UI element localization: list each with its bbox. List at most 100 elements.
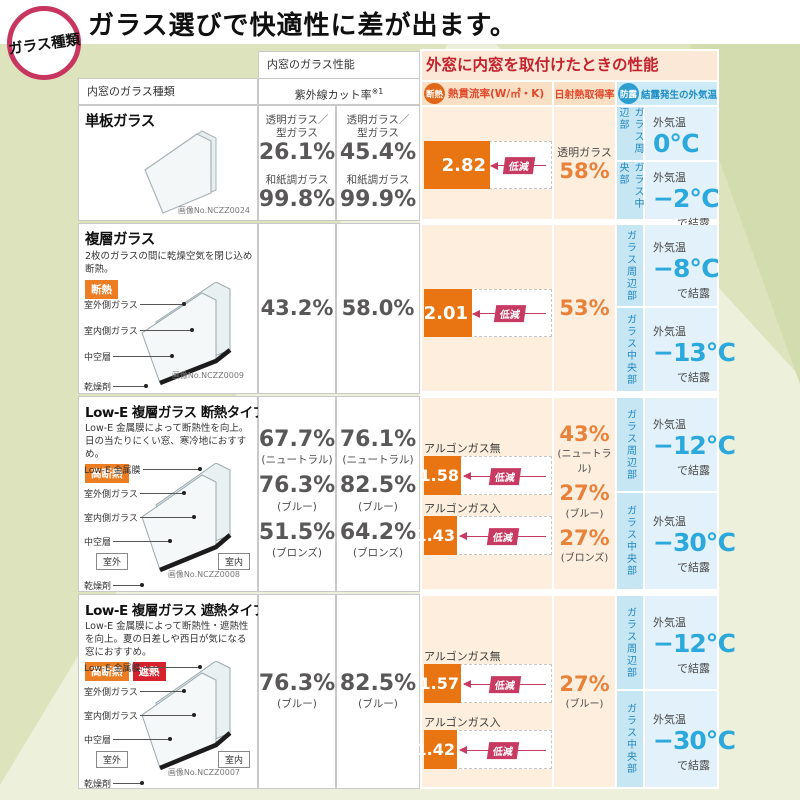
header-uv-cut: 紫外線カット率※1 (258, 78, 420, 105)
row3-glass-diagram: Low-E 金属膜 室外側ガラス 室内側ガラス 中空層 室外 室内 乾燥剤 画像… (84, 461, 254, 592)
uv-item: 67.7% (ニュートラル) (258, 427, 336, 467)
double-pane-illustration (141, 282, 232, 386)
u-value-bar-group: 2.01 低減 (424, 289, 552, 337)
leader-line (139, 713, 197, 717)
diagram-label: 室内側ガラス (84, 324, 195, 337)
solar-item: 27% (ブルー) (559, 671, 610, 711)
row4-center-temp: 外気温 −30℃ で結露 (645, 691, 736, 787)
u-value-reference-box: 2.01 低減 (424, 289, 552, 337)
u-value-bar: 1.43 (416, 516, 457, 555)
arrowhead-icon (463, 680, 471, 688)
row2-periphery-label: ガラス周辺部 (617, 225, 643, 306)
row3-u-cell: アルゴンガス無 1.58 低減 アルゴンガス入 1.43 低減 (416, 398, 552, 589)
leader-line (142, 665, 203, 669)
leader-line (113, 539, 172, 543)
leader-line (139, 302, 187, 306)
solar-item: 43% (ニュートラル) (557, 422, 612, 476)
reduce-badge: 低減 (488, 675, 522, 693)
row1-uv-col2: 透明ガラス／ 型ガラス 45.4% 和紙調ガラス 99.9% (336, 105, 420, 221)
row4-solar-cell: 27% (ブルー) (554, 596, 615, 787)
solar-item: 27% (ブロンズ) (559, 525, 610, 564)
row3-badges: 高断熱 (85, 464, 253, 484)
row1-periphery-temp: 外気温 0℃ で結露 (645, 107, 717, 175)
reduction-arrow: 低減 (472, 305, 546, 323)
diagram-label: 室内側ガラス (84, 709, 197, 722)
diagram-label: 室外側ガラス (84, 487, 187, 500)
row3-uv-col2: 76.1% (ニュートラル) 82.5% (ブルー) 64.2% (ブロンズ) (336, 396, 420, 592)
row3-periphery-temp: 外気温 −12℃ で結露 (645, 398, 736, 491)
solar-item: 透明ガラス 58% (557, 145, 612, 183)
arrowhead-icon (472, 309, 480, 318)
reduce-badge: 低減 (493, 305, 526, 323)
header-solar-gain: 日射熱取得率 (554, 82, 615, 105)
row1-glass-name: 単板ガラス (85, 114, 155, 130)
solar-gain-label: 日射熱取得率 (554, 90, 615, 101)
row3-uv-col1: 67.7% (ニュートラル) 76.3% (ブルー) 51.5% (ブロンズ) (258, 396, 336, 592)
reduction-arrow: 低減 (490, 157, 546, 175)
u-value-bar-group: 2.82 低減 (424, 141, 552, 189)
row2-image-no: 画像No.NCZZ0009 (171, 371, 244, 380)
uv-item: 82.5% (ブルー) (339, 670, 417, 711)
u-value-reference-box: 1.42 低減 (416, 730, 552, 769)
row1-u-cell: 2.82 低減 (422, 107, 552, 219)
diagram-label: 室外側ガラス (84, 298, 187, 311)
reduce-badge: 低減 (502, 157, 535, 175)
high-insulation-tag: 高断熱 (85, 662, 129, 682)
reduce-badge: 低減 (488, 467, 522, 485)
row1-uv-col1: 透明ガラス／ 型ガラス 26.1% 和紙調ガラス 99.8% (258, 105, 336, 221)
row2-badges: 断熱 (85, 279, 253, 299)
uv-item: 76.3% (ブルー) (258, 670, 336, 711)
row1-type-cell: 単板ガラス 画像No.NCZZ0024 (78, 105, 258, 221)
diagram-label: 中空層 (84, 733, 172, 746)
u-value-bar-group: アルゴンガス無 1.57 低減 (420, 648, 552, 703)
row1-periphery-label: ガラス周辺部 (617, 107, 643, 160)
reduce-badge: 低減 (486, 527, 520, 545)
u-value-bar-group: アルゴンガス入 1.42 低減 (416, 714, 552, 769)
row3-glass-name: Low-E 複層ガラス 断熱タイプ (85, 405, 266, 421)
dew-label: 結露発生の外気温 (641, 89, 718, 101)
page-title: ガラス選びで快適性に差が出ます。 (88, 11, 517, 41)
row4-periphery-temp: 外気温 −12℃ で結露 (645, 596, 736, 689)
row2-uv-col1: 43.2% (258, 223, 336, 394)
arrowhead-icon (459, 532, 467, 540)
row3-periphery-label: ガラス周辺部 (617, 398, 643, 491)
row4-type-cell: Low-E 複層ガラス 遮熱タイプ Low-E 金属膜によって断熱性・遮熱性を向… (78, 594, 266, 790)
u-value-reference-box: 1.43 低減 (416, 516, 552, 555)
dew-circle-badge: 防露 (618, 83, 639, 104)
u-value-bar: 1.42 (416, 730, 457, 769)
uv-item: 64.2% (ブロンズ) (339, 519, 417, 559)
double-pane-illustration (141, 463, 232, 573)
row2-glass-diagram: 室外側ガラス 室内側ガラス 中空層 乾燥剤 画像No.NCZZ0009 (84, 282, 254, 393)
row2-uv-col2: 58.0% (336, 223, 420, 394)
reduce-badge: 低減 (486, 741, 520, 759)
header-dew: 防露 結露発生の外気温 (617, 82, 717, 105)
arrowhead-icon (490, 161, 498, 170)
row3-desc: Low-E 金属膜によって断熱性を向上。日の当たりにくい窓、寒冷地におすすめ。 (85, 423, 249, 460)
diagram-label: 乾燥剤 (84, 380, 148, 393)
row3-center-temp: 外気温 −30℃ で結露 (645, 493, 736, 589)
diagram-label: 乾燥剤 (84, 777, 144, 790)
reduction-arrow: 低減 (463, 467, 546, 485)
uv-item: 51.5% (ブロンズ) (258, 519, 336, 559)
high-insulation-tag: 高断熱 (85, 464, 129, 484)
diagram-label: Low-E 金属膜 (84, 661, 203, 674)
row1-solar-cell: 透明ガラス 58% (554, 107, 615, 219)
row2-glass-name: 複層ガラス (85, 232, 155, 248)
leader-line (113, 737, 172, 741)
leader-line (142, 467, 203, 471)
row2-desc: 2枚のガラスの間に乾燥空気を閉じ込め断熱。 (85, 251, 253, 275)
row3-image-no: 画像No.NCZZ0008 (167, 570, 240, 579)
reduction-arrow: 低減 (459, 527, 546, 545)
outside-box: 室外 (96, 751, 129, 768)
row1-image-no: 画像No.NCZZ0024 (177, 206, 250, 215)
row4-uv-col2: 82.5% (ブルー) (336, 594, 420, 789)
arrowhead-icon (463, 472, 471, 480)
title-strip (0, 0, 800, 44)
row3-type-cell: Low-E 複層ガラス 断熱タイプ Low-E 金属膜によって断熱性を向上。日の… (78, 396, 266, 592)
uv-item: 透明ガラス／ 型ガラス 45.4% (339, 113, 417, 166)
row4-desc: Low-E 金属膜によって断熱性・遮熱性を向上。夏の日差しや西日が気になる窓にお… (85, 621, 249, 658)
row4-glass-name: Low-E 複層ガラス 遮熱タイプ (85, 603, 266, 619)
row4-center-label: ガラス中央部 (617, 691, 643, 787)
row1-glass-diagram: 画像No.NCZZ0024 (84, 130, 254, 218)
